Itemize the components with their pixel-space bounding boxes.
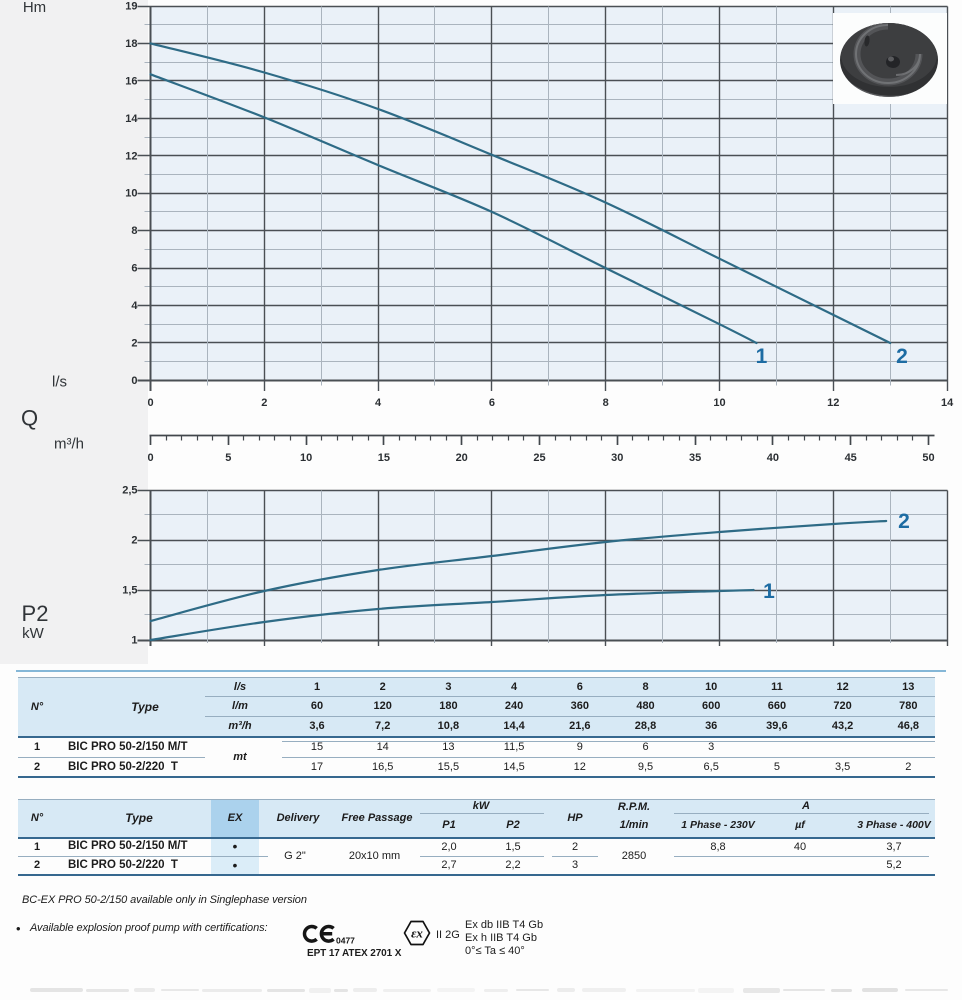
svg-text:12: 12 (827, 397, 839, 409)
svg-text:1: 1 (131, 635, 137, 647)
svg-text:1,5: 1,5 (122, 585, 137, 597)
svg-text:2: 2 (896, 345, 908, 368)
svg-text:8: 8 (131, 225, 137, 237)
svg-text:kW: kW (22, 625, 45, 642)
svg-text:P2: P2 (22, 601, 49, 626)
svg-text:l/s: l/s (52, 374, 67, 391)
svg-text:Q: Q (21, 406, 38, 431)
svg-text:8: 8 (603, 397, 609, 409)
svg-text:4: 4 (375, 397, 382, 409)
svg-text:Hm: Hm (23, 0, 46, 16)
svg-text:45: 45 (845, 452, 857, 464)
svg-text:19: 19 (125, 1, 137, 13)
svg-text:18: 18 (125, 38, 137, 50)
svg-text:1: 1 (756, 345, 768, 368)
svg-text:10: 10 (713, 397, 725, 409)
svg-text:40: 40 (767, 452, 779, 464)
svg-text:14: 14 (125, 113, 138, 125)
svg-text:2: 2 (131, 535, 137, 547)
svg-text:5: 5 (225, 452, 231, 464)
svg-text:35: 35 (689, 452, 701, 464)
svg-text:2: 2 (898, 510, 910, 533)
svg-text:0: 0 (147, 397, 153, 409)
svg-text:2: 2 (261, 397, 267, 409)
svg-text:0477: 0477 (336, 936, 355, 946)
svg-text:2,5: 2,5 (122, 485, 137, 497)
svg-text:0: 0 (147, 452, 153, 464)
svg-text:20: 20 (456, 452, 468, 464)
svg-text:1: 1 (763, 580, 775, 603)
svg-text:14: 14 (941, 397, 954, 409)
svg-text:10: 10 (125, 188, 137, 200)
svg-text:25: 25 (533, 452, 545, 464)
svg-text:6: 6 (131, 263, 137, 275)
svg-text:30: 30 (611, 452, 623, 464)
svg-text:0: 0 (131, 375, 137, 387)
svg-text:16: 16 (125, 75, 137, 87)
svg-text:15: 15 (378, 452, 390, 464)
svg-text:εx: εx (411, 926, 423, 941)
svg-text:6: 6 (489, 397, 495, 409)
svg-text:2: 2 (131, 338, 137, 350)
svg-text:4: 4 (131, 300, 138, 312)
svg-text:m³/h: m³/h (54, 436, 84, 453)
svg-text:12: 12 (125, 150, 137, 162)
svg-text:10: 10 (300, 452, 312, 464)
svg-text:50: 50 (922, 452, 934, 464)
